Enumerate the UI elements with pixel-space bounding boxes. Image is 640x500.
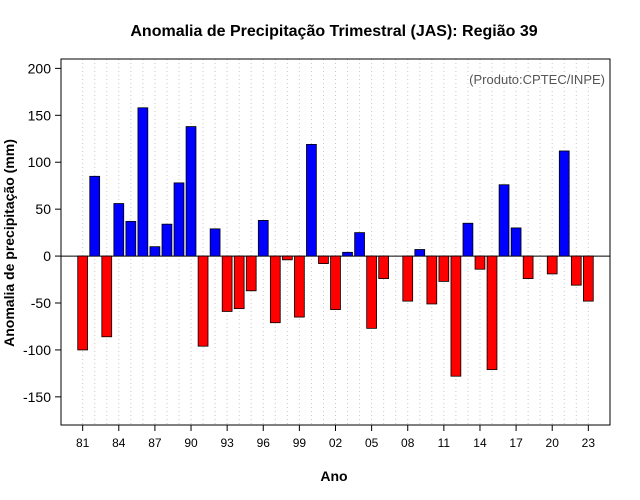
bar-1994 (233, 255, 245, 310)
bar-2001 (318, 255, 329, 264)
bar-1990 (185, 126, 197, 257)
x-tick-label: 05 (365, 436, 379, 450)
bar-1982 (89, 175, 101, 257)
bar-1983 (101, 255, 113, 338)
x-tick-label: 81 (76, 436, 90, 450)
bar-1992 (209, 228, 221, 257)
bar-2011 (438, 255, 450, 282)
bar-1989 (173, 182, 185, 257)
bar-2003 (342, 251, 353, 257)
y-axis-label: Anomalia de precipitação (mm) (1, 139, 17, 347)
x-tick-label: 84 (112, 436, 126, 450)
bar-1981 (77, 255, 89, 351)
x-tick-label: 90 (184, 436, 198, 450)
credit-text: (Produto:CPTEC/INPE) (469, 72, 605, 87)
bar-1997 (269, 255, 281, 324)
bar-2021 (558, 150, 570, 257)
x-tick-label: 17 (509, 436, 523, 450)
x-tick-label: 11 (438, 436, 451, 450)
bar-2005 (366, 255, 377, 329)
x-tick-label: 96 (257, 436, 271, 450)
y-tick-label: 150 (28, 107, 52, 123)
bar-1996 (257, 220, 269, 257)
x-axis: 81 84 87 90 93 96 99 02 05 08 11 14 17 20 23 (76, 425, 595, 450)
bar-2015 (486, 255, 498, 371)
x-tick-label: 14 (473, 436, 487, 450)
y-tick-label: -50 (31, 295, 51, 311)
bar-2023 (582, 255, 594, 302)
bar-2016 (498, 184, 510, 257)
bar-2017 (510, 227, 522, 257)
y-tick-label: 50 (35, 201, 51, 217)
bar-2014 (474, 255, 486, 270)
bar-1999 (294, 255, 305, 318)
bar-2018 (522, 255, 534, 280)
y-tick-label: 100 (28, 154, 52, 170)
x-axis-label: Ano (320, 468, 347, 484)
bar-1998 (282, 255, 293, 261)
bar-1985 (125, 220, 137, 257)
y-axis: -150 -100 -50 0 50 100 150 200 (23, 60, 61, 405)
bar-1995 (245, 255, 257, 292)
bar-1986 (137, 107, 149, 257)
grid-lines (82, 59, 589, 425)
x-tick-label: 99 (293, 436, 307, 450)
y-tick-label: 200 (28, 60, 52, 76)
bar-1987 (149, 246, 161, 257)
bar-1991 (197, 255, 209, 347)
bar-2004 (354, 232, 365, 257)
bar-1993 (221, 255, 233, 312)
bar-1988 (161, 223, 173, 257)
x-tick-label: 87 (148, 436, 162, 450)
y-tick-label: -100 (23, 342, 51, 358)
bar-2000 (306, 143, 317, 257)
y-tick-label: -150 (23, 389, 51, 405)
y-tick-label: 0 (43, 248, 51, 264)
x-tick-label: 23 (582, 436, 596, 450)
bar-2022 (570, 255, 582, 286)
bar-2009 (414, 249, 426, 257)
x-tick-label: 20 (546, 436, 560, 450)
bar-2012 (450, 255, 462, 377)
bar-2002 (330, 255, 341, 310)
bar-2010 (426, 255, 438, 305)
x-tick-label: 93 (220, 436, 234, 450)
x-tick-label: 02 (329, 436, 343, 450)
bar-2006 (378, 255, 389, 280)
bar-1984 (113, 203, 125, 257)
x-tick-label: 08 (401, 436, 415, 450)
bars (77, 107, 594, 377)
bar-2008 (402, 255, 414, 302)
bar-2013 (462, 222, 474, 257)
chart-title: Anomalia de Precipitação Trimestral (JAS… (130, 23, 537, 40)
bar-2020 (546, 255, 558, 275)
